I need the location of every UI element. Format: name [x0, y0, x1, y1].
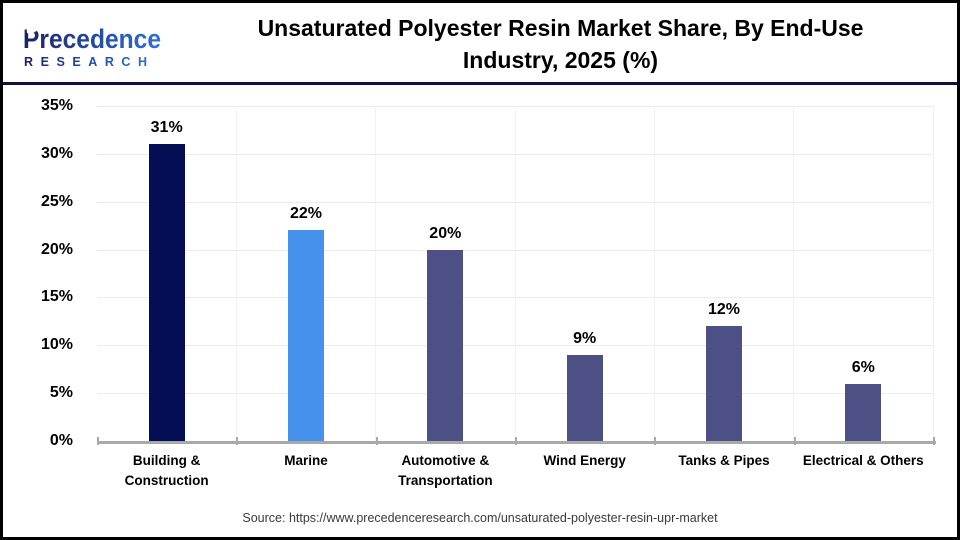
y-tick-label: 30%: [40, 144, 73, 162]
axis-tick: [236, 437, 239, 445]
header: Precedence RESEARCH Unsaturated Polyeste…: [3, 3, 957, 82]
plot-area: [97, 106, 934, 441]
bar-column: 12%: [654, 106, 793, 441]
bar-automotive-transportation: [427, 249, 464, 441]
y-tick-label: 25%: [40, 192, 73, 210]
category-label: Automotive & Transportation: [398, 453, 493, 488]
bar-marine: [287, 230, 324, 441]
v-gridline-1: [235, 106, 237, 441]
bar-building-construction: [148, 144, 185, 441]
y-axis-labels: 0% 5% 10% 15% 20% 25% 30% 35%: [3, 97, 85, 449]
axis-tick: [933, 437, 935, 445]
category-label: Wind Energy: [543, 453, 626, 468]
source-note: Source: https://www.precedenceresearch.c…: [242, 511, 718, 525]
axis-tick: [97, 437, 99, 445]
bar-electrical-others: [845, 383, 882, 441]
axis-tick: [793, 437, 796, 445]
bar-column: 6%: [794, 106, 933, 441]
v-gridline-3: [514, 106, 516, 441]
y-tick-label: 0%: [49, 432, 73, 449]
bar-value-label: 20%: [429, 224, 462, 242]
chart-title: Unsaturated Polyester Resin Market Share…: [168, 12, 953, 76]
v-gridline-2: [375, 106, 377, 441]
bar-tanks-pipes: [705, 326, 742, 441]
precedence-logo-graphic: Precedence RESEARCH: [23, 21, 161, 69]
bar-column: 9%: [515, 106, 654, 441]
v-gridline-4: [653, 106, 655, 441]
v-gridline-5: [793, 106, 795, 441]
header-divider: [3, 82, 957, 85]
leaf-icon: [26, 21, 40, 34]
precedence-logo: Precedence RESEARCH: [23, 16, 173, 77]
bar-column: 31%: [97, 106, 236, 441]
axis-tick: [654, 437, 657, 445]
bar-column: 22%: [236, 106, 375, 441]
bar-value-label: 9%: [573, 329, 597, 347]
category-label: Marine: [284, 453, 328, 468]
axis-tick: [375, 437, 378, 445]
category-labels: Building & Construction Marine Automotive …: [97, 451, 933, 490]
category-label: Tanks & Pipes: [678, 453, 770, 468]
bar-chart: 0% 5% 10% 15% 20% 25% 30% 35% 31% 22% 20% 9% 12% 6% …: [3, 85, 957, 537]
v-gridline-6: [932, 106, 934, 441]
y-tick-label: 20%: [40, 240, 73, 258]
bar-columns: 31% 22% 20% 9% 12% 6%: [97, 106, 933, 441]
bar-value-label: 31%: [150, 119, 183, 137]
bar-column: 20%: [376, 106, 515, 441]
category-label: Building & Construction: [124, 453, 209, 488]
bar-value-label: 6%: [851, 358, 875, 376]
logo-wordmark: Precedence: [23, 24, 161, 54]
chart-title-line2: Industry, 2025 (%): [462, 47, 659, 73]
y-tick-label: 35%: [40, 97, 73, 114]
logo-subtext: RESEARCH: [24, 55, 152, 69]
y-tick-label: 15%: [40, 288, 73, 306]
bar-value-label: 12%: [707, 301, 740, 319]
bar-value-label: 22%: [289, 205, 322, 223]
y-tick-label: 5%: [49, 384, 73, 402]
y-tick-label: 10%: [40, 336, 73, 354]
bar-wind-energy: [566, 354, 603, 441]
category-label: Electrical & Others: [802, 453, 924, 468]
chart-title-line1: Unsaturated Polyester Resin Market Share…: [257, 15, 864, 41]
axis-tick: [515, 437, 517, 445]
